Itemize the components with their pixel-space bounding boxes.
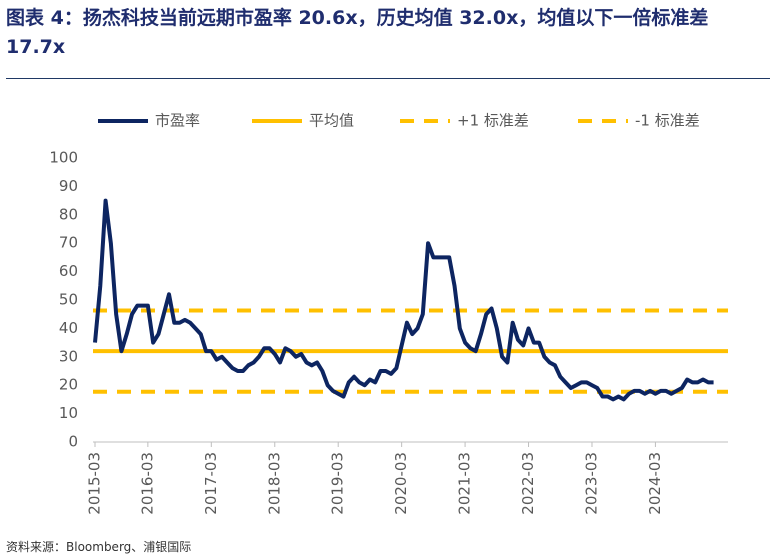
y-tick-label: 50 <box>59 291 78 309</box>
legend-label: 市盈率 <box>155 112 200 130</box>
x-tick-label: 2016-03 <box>138 452 156 515</box>
y-tick-label: 80 <box>59 205 78 223</box>
x-tick-label: 2023-03 <box>582 452 600 515</box>
legend-label: +1 标准差 <box>457 112 529 130</box>
x-tick-label: 2021-03 <box>456 452 474 515</box>
x-tick-label: 2015-03 <box>86 452 104 515</box>
x-tick-label: 2018-03 <box>265 452 283 515</box>
y-tick-label: 100 <box>49 149 78 167</box>
source-note: 资料来源：Bloomberg、浦银国际 <box>6 540 192 554</box>
y-tick-label: 10 <box>59 404 78 422</box>
y-tick-label: 60 <box>59 262 78 280</box>
title-rule <box>6 78 770 79</box>
pe-line <box>93 198 714 402</box>
x-tick-label: 2017-03 <box>202 452 220 515</box>
y-tick-label: 90 <box>59 177 78 195</box>
x-tick-label: 2020-03 <box>392 452 410 515</box>
x-tick-label: 2024-03 <box>646 452 664 515</box>
x-tick-label: 2022-03 <box>519 452 537 515</box>
legend-label: -1 标准差 <box>635 112 700 130</box>
y-tick-label: 40 <box>59 319 78 337</box>
y-tick-label: 70 <box>59 234 78 252</box>
chart-title: 图表 4：扬杰科技当前远期市盈率 20.6x，历史均值 32.0x，均值以下一倍… <box>6 7 709 58</box>
y-tick-label: 30 <box>59 347 78 365</box>
y-tick-label: 0 <box>68 433 78 451</box>
legend-label: 平均值 <box>309 112 354 130</box>
y-tick-label: 20 <box>59 376 78 394</box>
x-tick-label: 2019-03 <box>329 452 347 515</box>
